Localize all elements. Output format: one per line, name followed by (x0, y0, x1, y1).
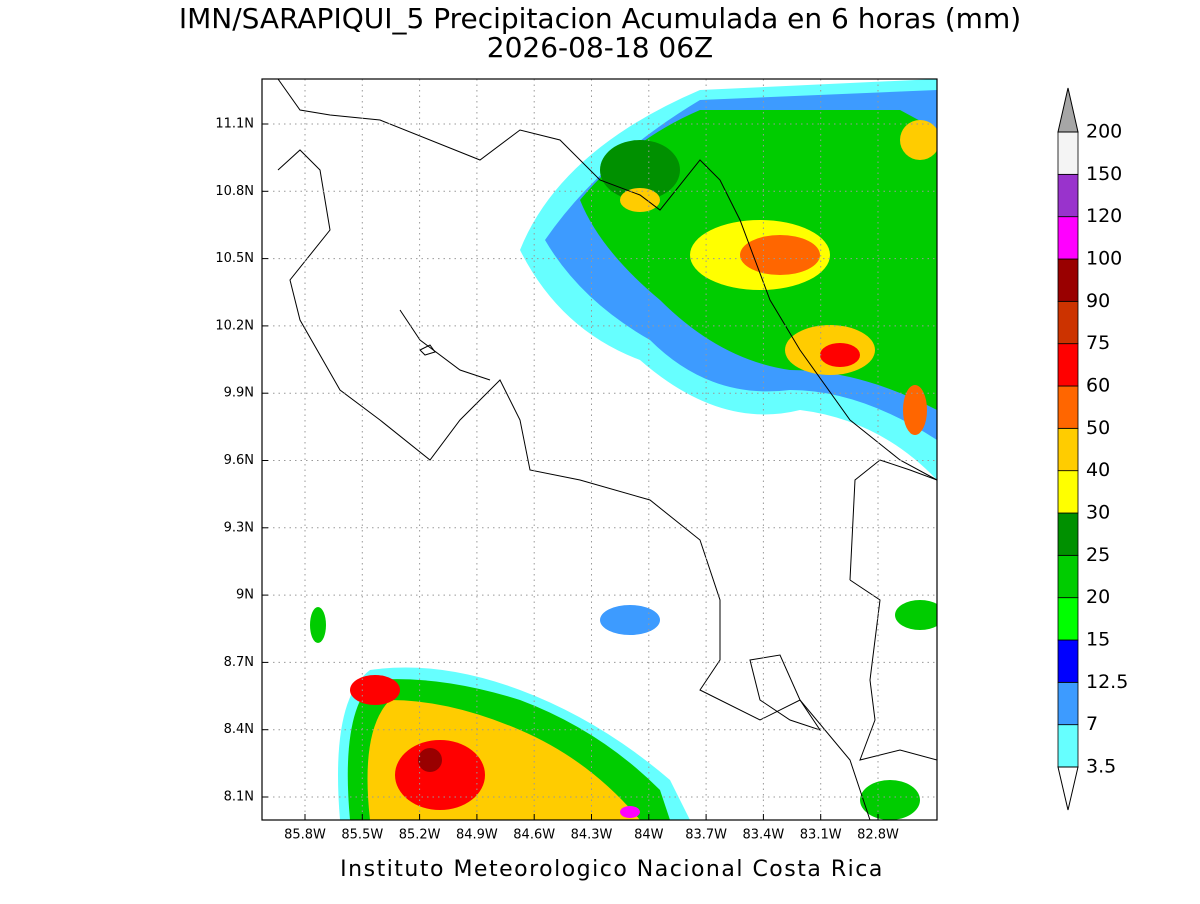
colorbar-label: 30 (1086, 502, 1110, 524)
colorbar-label: 15 (1086, 629, 1110, 651)
lon-label: 84W (634, 828, 664, 843)
colorbar-label: 100 (1086, 248, 1122, 270)
footer: Instituto Meteorologico Nacional Costa R… (340, 857, 884, 882)
colorbar-label: 90 (1086, 290, 1110, 312)
graticule (262, 79, 937, 820)
lon-label: 83.4W (742, 828, 784, 843)
lat-label: 9.9N (224, 386, 254, 401)
lon-label: 83.1W (800, 828, 842, 843)
colorbar-label: 200 (1086, 121, 1122, 143)
lat-label: 8.7N (224, 655, 254, 670)
lon-label: 82.8W (857, 828, 899, 843)
lon-label: 84.6W (513, 828, 555, 843)
colorbar-label: 50 (1086, 417, 1110, 439)
colorbar-box (1057, 554, 1079, 599)
colorbar-box (1057, 639, 1079, 683)
lon-label: 83.7W (685, 828, 727, 843)
colorbar-box (1057, 385, 1079, 429)
map-frame (261, 78, 938, 821)
lon-label: 84.9W (456, 828, 498, 843)
colorbar-label: 150 (1086, 163, 1122, 185)
lon-label: 85.8W (284, 828, 326, 843)
colorbar-box (1057, 173, 1079, 218)
colorbar-box (1057, 724, 1079, 768)
lat-label: 8.1N (224, 790, 254, 805)
colorbar-label: 40 (1086, 459, 1110, 481)
colorbar-label: 20 (1086, 586, 1110, 608)
lat-label: 9.6N (224, 453, 254, 468)
colorbar-label: 60 (1086, 375, 1110, 397)
colorbar-label: 3.5 (1086, 756, 1116, 778)
colorbar-label: 7 (1086, 713, 1098, 735)
colorbar-label: 12.5 (1086, 671, 1128, 693)
title: IMN/SARAPIQUI_5 Precipitacion Acumulada … (179, 2, 1021, 35)
colorbar-label: 25 (1086, 544, 1110, 566)
lat-label: 10.5N (215, 251, 254, 266)
colorbar-box (1057, 300, 1079, 345)
lat-label: 9.3N (224, 520, 254, 535)
lon-label: 84.3W (571, 828, 613, 843)
colorbar-box (1057, 343, 1079, 387)
colorbar-over (1057, 87, 1079, 133)
colorbar-box (1057, 258, 1079, 302)
colorbar-label: 120 (1086, 205, 1122, 227)
axis-labels: 85.8W 85.5W 85.2W 84.9W 84.6W 84.3W 84W 83.7W 83… (215, 117, 899, 843)
coastline (277, 79, 937, 820)
lon-label: 85.5W (341, 828, 383, 843)
subtitle: 2026-08-18 06Z (487, 31, 713, 64)
precip-field (310, 79, 937, 820)
colorbar-box (1057, 216, 1079, 260)
colorbar-box (1057, 470, 1079, 514)
lat-label: 9N (236, 588, 254, 603)
colorbar-box (1057, 681, 1079, 726)
colorbar-box (1057, 597, 1079, 641)
lat-label: 8.4N (224, 722, 254, 737)
colorbar-box (1057, 131, 1079, 175)
colorbar-box (1057, 427, 1079, 472)
colorbar: 3.5 7 12.5 15 20 25 30 40 50 60 75 90 100 120 150 200 (1057, 87, 1128, 811)
colorbar-box (1057, 512, 1079, 556)
lon-label: 85.2W (399, 828, 441, 843)
lat-label: 10.8N (215, 184, 254, 199)
lat-label: 11.1N (215, 117, 254, 132)
lat-label: 10.2N (215, 318, 254, 333)
colorbar-under (1057, 766, 1079, 811)
colorbar-label: 75 (1086, 332, 1110, 354)
